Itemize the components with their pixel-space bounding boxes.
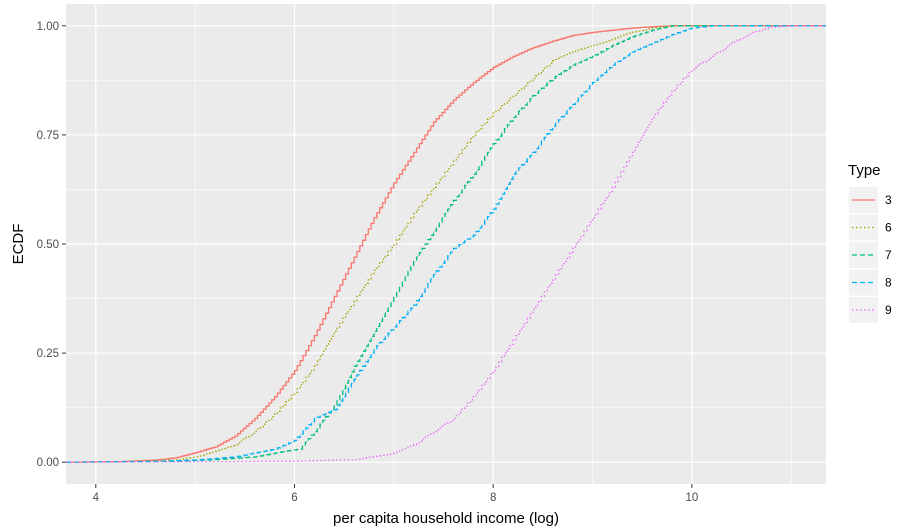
series-line-7 bbox=[66, 25, 826, 463]
x-tick-label: 8 bbox=[490, 492, 496, 504]
x-tick-label: 6 bbox=[291, 492, 297, 504]
legend-label-9: 9 bbox=[885, 303, 892, 317]
y-tick-label: 0.00 bbox=[37, 457, 59, 469]
legend-label-7: 7 bbox=[885, 248, 892, 262]
x-tick-label: 4 bbox=[93, 492, 100, 504]
legend-label-8: 8 bbox=[885, 276, 892, 290]
axis-ticks: 4 6 8 10 0.00 0.25 0.50 0.75 1.00 bbox=[37, 21, 699, 504]
x-tick-label: 10 bbox=[685, 492, 698, 504]
y-tick-label: 0.75 bbox=[37, 130, 59, 142]
y-tick-label: 0.50 bbox=[37, 239, 59, 251]
x-axis-title: per capita household income (log) bbox=[333, 510, 559, 527]
series-line-8 bbox=[66, 25, 826, 463]
legend-label-6: 6 bbox=[885, 221, 892, 235]
y-axis-title: ECDF bbox=[10, 224, 27, 265]
series-line-9 bbox=[66, 25, 826, 463]
series-lines bbox=[66, 25, 826, 463]
legend: Type 3 6 7 8 9 bbox=[848, 162, 892, 323]
legend-label-3: 3 bbox=[885, 193, 892, 207]
y-tick-label: 1.00 bbox=[37, 21, 59, 33]
y-tick-label: 0.25 bbox=[37, 348, 59, 360]
series-line-3 bbox=[66, 25, 826, 463]
legend-title: Type bbox=[848, 162, 881, 179]
